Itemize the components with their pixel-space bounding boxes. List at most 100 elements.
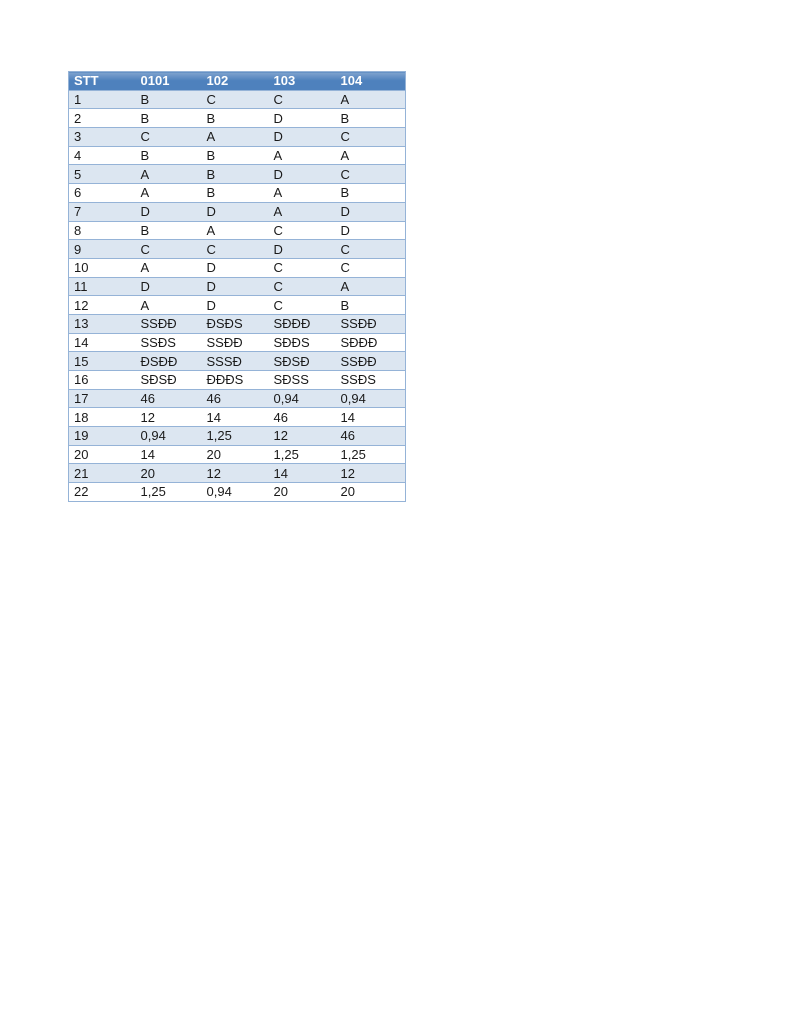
answer-cell: SSĐĐ	[335, 313, 406, 334]
answer-cell: C	[335, 257, 406, 278]
answer-cell: A	[201, 220, 269, 240]
answer-cell: 1,25	[135, 482, 202, 502]
answer-cell: 0,94	[268, 388, 336, 408]
answer-cell: C	[135, 239, 202, 259]
answer-cell: C	[335, 239, 406, 259]
answer-cell: A	[268, 183, 336, 203]
row-number-cell: 17	[68, 388, 136, 408]
answer-cell: B	[135, 145, 202, 165]
answer-cell: 20	[135, 463, 202, 483]
row-number-cell: 16	[68, 370, 136, 390]
answer-cell: D	[335, 201, 406, 221]
answer-cell: D	[335, 220, 406, 240]
answer-cell: ĐĐĐS	[201, 370, 269, 390]
answer-cell: B	[135, 108, 202, 128]
row-number-cell: 18	[68, 407, 136, 427]
column-header-103: 103	[268, 71, 336, 91]
answer-cell: SĐSS	[268, 370, 336, 390]
row-number-cell: 6	[68, 183, 136, 203]
row-number-cell: 12	[68, 295, 136, 315]
row-number-cell: 8	[68, 220, 136, 240]
answer-cell: B	[135, 90, 202, 109]
answer-cell: ĐSĐS	[201, 313, 269, 334]
answer-cell: 12	[201, 463, 269, 483]
answer-cell: 1,25	[335, 444, 406, 464]
answer-cell: D	[201, 201, 269, 221]
row-number-cell: 9	[68, 239, 136, 259]
answer-cell: 1,25	[268, 444, 336, 464]
answer-cell: B	[201, 183, 269, 203]
answer-cell: 20	[268, 482, 336, 502]
column-header-0101: 0101	[135, 71, 202, 91]
row-number-cell: 5	[68, 164, 136, 184]
answer-cell: A	[268, 145, 336, 165]
answer-cell: 20	[201, 444, 269, 464]
row-number-cell: 20	[68, 444, 136, 464]
answer-cell: 46	[268, 407, 336, 427]
answer-cell: SSSĐ	[201, 351, 269, 371]
answer-cell: C	[335, 164, 406, 184]
answer-cell: A	[135, 295, 202, 315]
table-row: 18 12 14 46 14	[68, 407, 406, 427]
answer-cell: B	[335, 295, 406, 315]
row-number-cell: 21	[68, 463, 136, 483]
answer-cell: C	[201, 90, 269, 109]
answer-cell: 46	[335, 426, 406, 446]
answer-cell: SSĐĐ	[335, 351, 406, 371]
answer-cell: A	[335, 276, 406, 296]
answer-cell: D	[268, 239, 336, 259]
table-row: 19 0,94 1,25 12 46	[68, 426, 406, 446]
column-header-stt: STT	[68, 71, 136, 91]
answer-cell: D	[268, 108, 336, 128]
answer-cell: D	[268, 164, 336, 184]
answer-cell: A	[201, 127, 269, 147]
answer-cell: B	[201, 145, 269, 165]
table-row: 15 ĐSĐĐ SSSĐ SĐSĐ SSĐĐ	[68, 351, 406, 371]
answer-cell: C	[201, 239, 269, 259]
answer-cell: 0,94	[201, 482, 269, 502]
header-row: STT 0101 102 103 104	[68, 71, 406, 91]
answer-cell: A	[335, 90, 406, 109]
table-row: 10 A D C C	[68, 257, 406, 278]
answer-cell: SĐSĐ	[268, 351, 336, 371]
answer-cell: 12	[268, 426, 336, 446]
table-row: 17 46 46 0,94 0,94	[68, 388, 406, 408]
answer-cell: 14	[201, 407, 269, 427]
table-row: 20 14 20 1,25 1,25	[68, 444, 406, 464]
row-number-cell: 10	[68, 257, 136, 278]
answer-cell: SSĐS	[135, 332, 202, 352]
answer-cell: 14	[335, 407, 406, 427]
answer-cell: D	[135, 201, 202, 221]
answer-cell: C	[268, 90, 336, 109]
answer-cell: 46	[201, 388, 269, 408]
table-row: 16 SĐSĐ ĐĐĐS SĐSS SSĐS	[68, 370, 406, 390]
row-number-cell: 13	[68, 313, 136, 334]
answer-cell: 0,94	[335, 388, 406, 408]
answer-cell: A	[268, 201, 336, 221]
answer-cell: C	[268, 257, 336, 278]
answer-cell: SSĐĐ	[135, 313, 202, 334]
answer-cell: B	[335, 183, 406, 203]
answer-cell: ĐSĐĐ	[135, 351, 202, 371]
answer-cell: A	[335, 145, 406, 165]
answer-cell: C	[268, 220, 336, 240]
answer-cell: 14	[135, 444, 202, 464]
answer-cell: 12	[335, 463, 406, 483]
row-number-cell: 15	[68, 351, 136, 371]
answer-cell: D	[135, 276, 202, 296]
answer-cell: C	[268, 295, 336, 315]
table-row: 11 D D C A	[68, 276, 406, 296]
table-row: 21 20 12 14 12	[68, 463, 406, 483]
answer-cell: 14	[268, 463, 336, 483]
table-row: 22 1,25 0,94 20 20	[68, 482, 406, 502]
answer-cell: A	[135, 257, 202, 278]
row-number-cell: 2	[68, 108, 136, 128]
answer-cell: D	[201, 257, 269, 278]
